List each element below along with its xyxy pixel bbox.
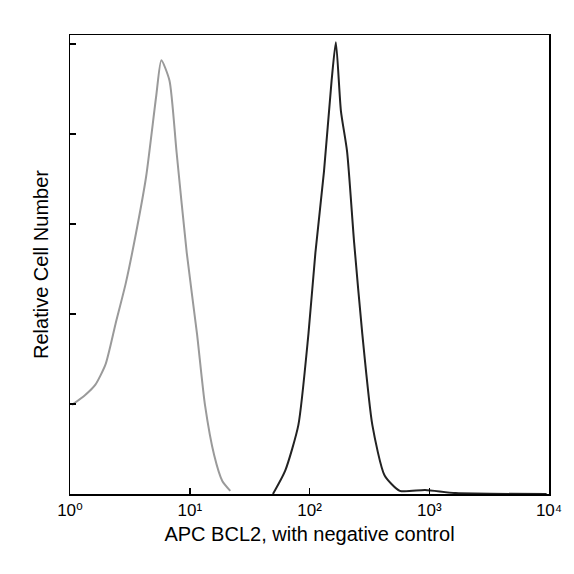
svg-text:10¹: 10¹ xyxy=(177,501,202,520)
svg-text:Relative Cell Number: Relative Cell Number xyxy=(30,170,52,359)
svg-text:10⁴: 10⁴ xyxy=(536,501,562,520)
svg-text:10³: 10³ xyxy=(417,501,442,520)
svg-text:10⁰: 10⁰ xyxy=(57,501,83,520)
svg-text:APC BCL2, with negative contro: APC BCL2, with negative control xyxy=(164,523,454,545)
svg-text:10²: 10² xyxy=(297,501,322,520)
